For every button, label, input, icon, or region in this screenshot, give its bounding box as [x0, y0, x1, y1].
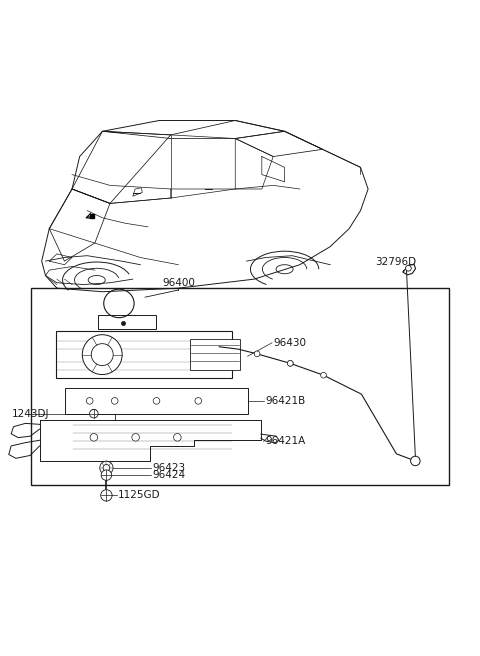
Circle shape [101, 489, 112, 501]
Circle shape [101, 470, 112, 480]
Circle shape [82, 335, 122, 375]
Circle shape [321, 373, 326, 378]
Text: 96423: 96423 [152, 463, 185, 473]
Bar [190, 339, 240, 371]
Text: 96400: 96400 [162, 278, 195, 288]
Text: 32796D: 32796D [375, 256, 416, 266]
Circle shape [174, 434, 181, 441]
Text: 96421A: 96421A [265, 436, 305, 446]
Circle shape [410, 456, 420, 466]
Text: 96421B: 96421B [265, 396, 305, 406]
Circle shape [254, 351, 260, 357]
Circle shape [288, 361, 293, 366]
Circle shape [100, 461, 113, 474]
Text: 1243DJ: 1243DJ [12, 409, 50, 419]
Bar [56, 331, 232, 379]
Circle shape [132, 434, 139, 441]
Text: 96424: 96424 [152, 470, 185, 480]
Circle shape [91, 409, 97, 416]
Bar [31, 288, 449, 485]
Circle shape [90, 409, 98, 418]
Circle shape [111, 398, 118, 404]
Circle shape [90, 434, 97, 441]
Circle shape [288, 361, 293, 366]
Circle shape [406, 266, 411, 271]
Circle shape [86, 398, 93, 404]
Text: 96430: 96430 [274, 338, 306, 348]
Circle shape [195, 398, 202, 404]
Polygon shape [133, 188, 142, 196]
Circle shape [103, 464, 110, 471]
Bar [65, 388, 248, 414]
Circle shape [153, 398, 160, 404]
Bar [98, 316, 156, 329]
Circle shape [91, 344, 113, 365]
Text: 1125GD: 1125GD [118, 491, 161, 501]
